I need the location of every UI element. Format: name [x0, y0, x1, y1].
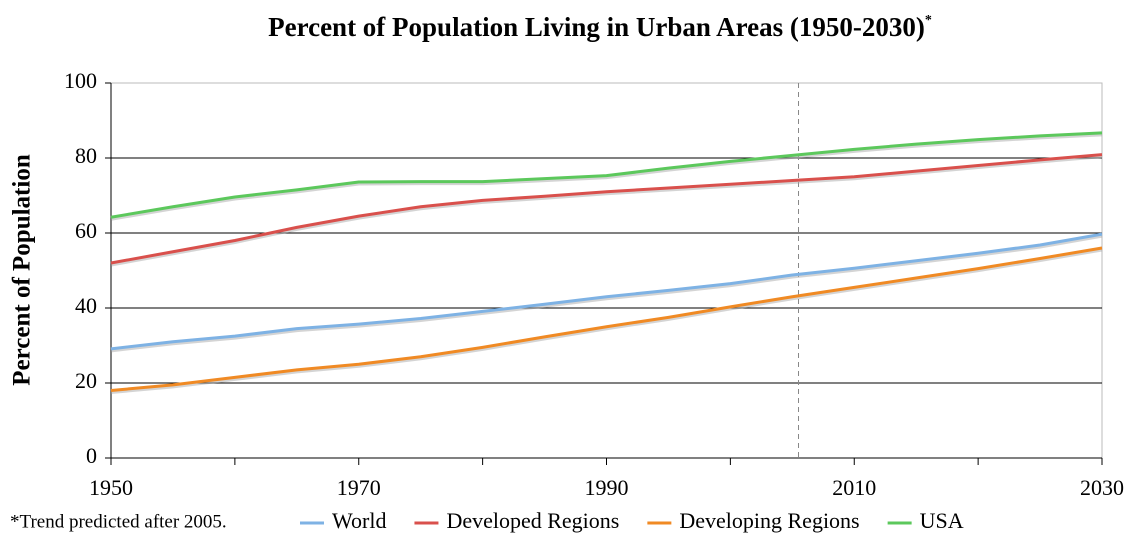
- footnote: *Trend predicted after 2005.: [10, 511, 227, 532]
- title-mark: *: [925, 13, 932, 28]
- x-tick-label: 2030: [1080, 475, 1124, 500]
- y-tick-label: 100: [64, 68, 97, 93]
- x-tick-label: 1950: [89, 475, 133, 500]
- y-tick-label: 0: [86, 443, 97, 468]
- x-tick-label: 2010: [832, 475, 876, 500]
- chart-title: Percent of Population Living in Urban Ar…: [268, 12, 932, 42]
- y-tick-label: 40: [75, 293, 97, 318]
- legend-label: Developing Regions: [679, 508, 859, 533]
- y-tick-label: 60: [75, 218, 97, 243]
- series-line: [110, 153, 1103, 265]
- series-line: [110, 131, 1103, 219]
- legend-label: Developed Regions: [446, 508, 619, 533]
- y-axis-label: Percent of Population: [9, 154, 36, 386]
- y-tick-label: 20: [75, 368, 97, 393]
- legend-label: USA: [920, 508, 964, 533]
- title-text: Percent of Population Living in Urban Ar…: [268, 12, 925, 42]
- legend-label: World: [332, 508, 386, 533]
- plot-frame: [110, 82, 1103, 459]
- series-line: [110, 246, 1103, 392]
- series-shadow: [110, 154, 1103, 267]
- series-line: [110, 232, 1103, 351]
- x-tick-label: 1970: [337, 475, 381, 500]
- x-tick-label: 1990: [585, 475, 629, 500]
- y-tick-label: 80: [75, 143, 97, 168]
